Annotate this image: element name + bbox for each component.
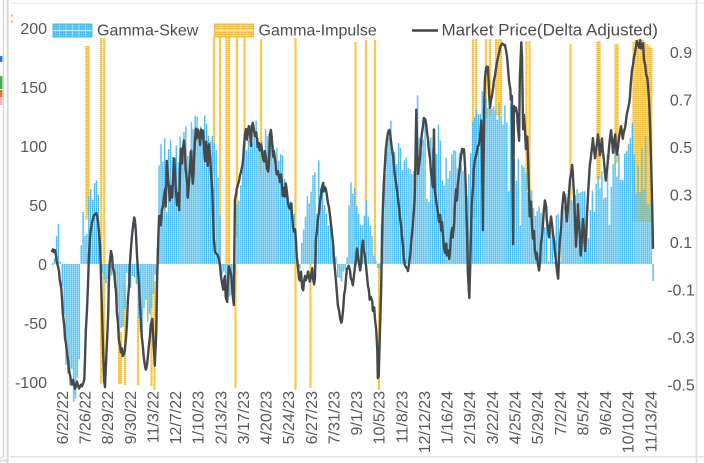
svg-text:-0.1: -0.1 bbox=[667, 283, 695, 300]
svg-text:Market Price(Delta Adjusted): Market Price(Delta Adjusted) bbox=[442, 21, 658, 40]
svg-text:7/2/24: 7/2/24 bbox=[553, 391, 570, 436]
svg-text:10/5/23: 10/5/23 bbox=[372, 391, 389, 444]
svg-text:12/12/23: 12/12/23 bbox=[417, 391, 434, 453]
svg-text:7/31/23: 7/31/23 bbox=[327, 391, 344, 444]
svg-text:9/6/24: 9/6/24 bbox=[598, 391, 615, 436]
svg-text:6/27/23: 6/27/23 bbox=[304, 391, 321, 444]
svg-text:12/7/22: 12/7/22 bbox=[168, 391, 185, 444]
svg-text:11/13/24: 11/13/24 bbox=[643, 391, 660, 452]
svg-text:Gamma-Impulse: Gamma-Impulse bbox=[259, 23, 377, 40]
svg-text:0.7: 0.7 bbox=[670, 93, 692, 110]
svg-text:0.9: 0.9 bbox=[670, 45, 692, 62]
svg-text:4/20/23: 4/20/23 bbox=[259, 391, 276, 444]
svg-text:Gamma-Skew: Gamma-Skew bbox=[97, 23, 199, 40]
svg-text:2/19/24: 2/19/24 bbox=[462, 391, 479, 444]
svg-text:0.3: 0.3 bbox=[670, 188, 692, 205]
svg-text:11/8/23: 11/8/23 bbox=[394, 391, 411, 443]
svg-text:100: 100 bbox=[20, 139, 47, 156]
svg-text:4/25/24: 4/25/24 bbox=[508, 391, 525, 444]
svg-text:11/3/22: 11/3/22 bbox=[145, 391, 162, 443]
svg-text:5/24/23: 5/24/23 bbox=[281, 391, 298, 444]
svg-text:9/1/23: 9/1/23 bbox=[349, 391, 366, 436]
svg-text:2/13/23: 2/13/23 bbox=[213, 391, 230, 444]
svg-text:3/17/23: 3/17/23 bbox=[236, 391, 253, 444]
svg-text:0.5: 0.5 bbox=[670, 140, 692, 157]
svg-text:8/5/24: 8/5/24 bbox=[575, 391, 592, 436]
svg-text:0.1: 0.1 bbox=[670, 235, 692, 252]
svg-text:-50: -50 bbox=[24, 316, 47, 333]
svg-text:1/10/23: 1/10/23 bbox=[191, 391, 208, 444]
svg-text:-100: -100 bbox=[15, 375, 47, 392]
svg-text:0: 0 bbox=[38, 257, 47, 274]
svg-text:9/30/22: 9/30/22 bbox=[123, 391, 140, 444]
svg-text:-0.3: -0.3 bbox=[667, 330, 695, 347]
svg-text:150: 150 bbox=[20, 80, 47, 97]
svg-text:10/10/24: 10/10/24 bbox=[621, 391, 638, 453]
svg-text:7/26/22: 7/26/22 bbox=[78, 391, 95, 444]
svg-text:1/16/24: 1/16/24 bbox=[440, 391, 457, 444]
svg-text:200: 200 bbox=[20, 21, 47, 38]
svg-text:50: 50 bbox=[29, 198, 47, 215]
svg-text:6/22/22: 6/22/22 bbox=[55, 391, 72, 444]
svg-text:3/22/24: 3/22/24 bbox=[485, 391, 502, 444]
svg-text:-0.5: -0.5 bbox=[667, 378, 695, 395]
svg-text:5/29/24: 5/29/24 bbox=[530, 391, 547, 444]
svg-text:8/29/22: 8/29/22 bbox=[100, 391, 117, 444]
